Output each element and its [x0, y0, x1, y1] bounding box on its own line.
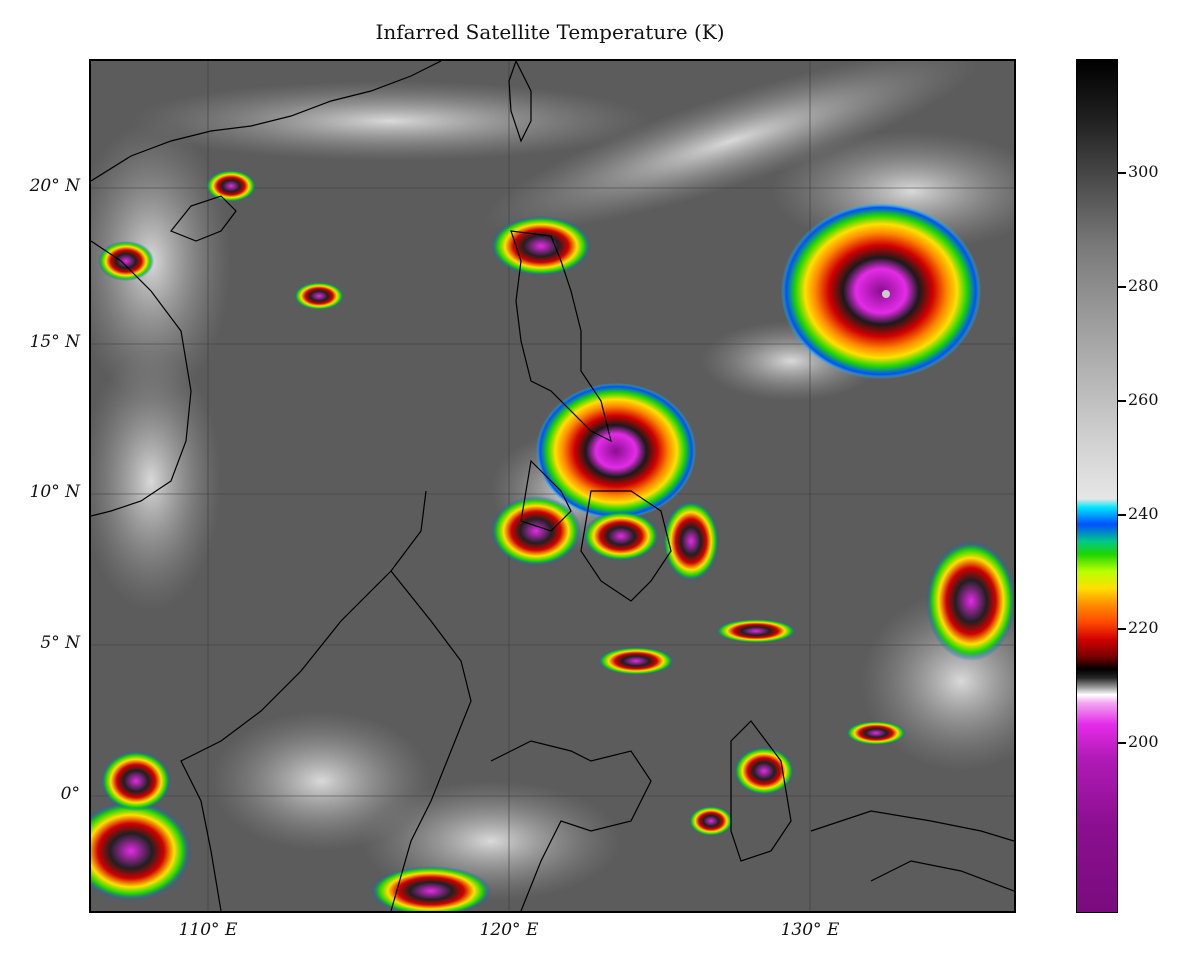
typhoon-cell: [781, 203, 981, 379]
colorbar-label-260: 260: [1128, 390, 1159, 409]
lon-label-110e: 110° E: [178, 920, 238, 940]
lat-label-20n: 20° N: [29, 176, 80, 196]
lon-label-120e: 120° E: [479, 920, 539, 940]
colorbar-tick: [1118, 400, 1126, 402]
colorbar-tick: [1118, 628, 1126, 630]
colorbar-label-240: 240: [1128, 504, 1159, 523]
colorbar-tick: [1118, 172, 1126, 174]
central-philippines-cell: [536, 383, 696, 519]
colorbar-tick: [1118, 286, 1126, 288]
lat-label-15n: 15° N: [29, 332, 80, 352]
colorbar-tick: [1118, 742, 1126, 744]
colorbar-label-220: 220: [1128, 618, 1159, 637]
graticule: [91, 61, 1014, 911]
satellite-map: [89, 59, 1016, 913]
temperature-colorbar: [1076, 59, 1118, 913]
coastlines: [91, 61, 1014, 911]
convection-cells: [91, 170, 1014, 911]
map-canvas: [91, 61, 1014, 911]
colorbar-label-280: 280: [1128, 276, 1159, 295]
lat-label-5n: 5° N: [40, 633, 80, 653]
colorbar-label-200: 200: [1128, 732, 1159, 751]
colorbar-tick: [1118, 514, 1126, 516]
chart-title: Infarred Satellite Temperature (K): [375, 20, 725, 44]
colorbar-label-300: 300: [1128, 162, 1159, 181]
lat-label-0: 0°: [60, 784, 80, 804]
typhoon-eye: [882, 290, 890, 298]
lon-label-130e: 130° E: [780, 920, 840, 940]
lat-label-10n: 10° N: [29, 482, 80, 502]
luzon-cell: [491, 216, 591, 276]
